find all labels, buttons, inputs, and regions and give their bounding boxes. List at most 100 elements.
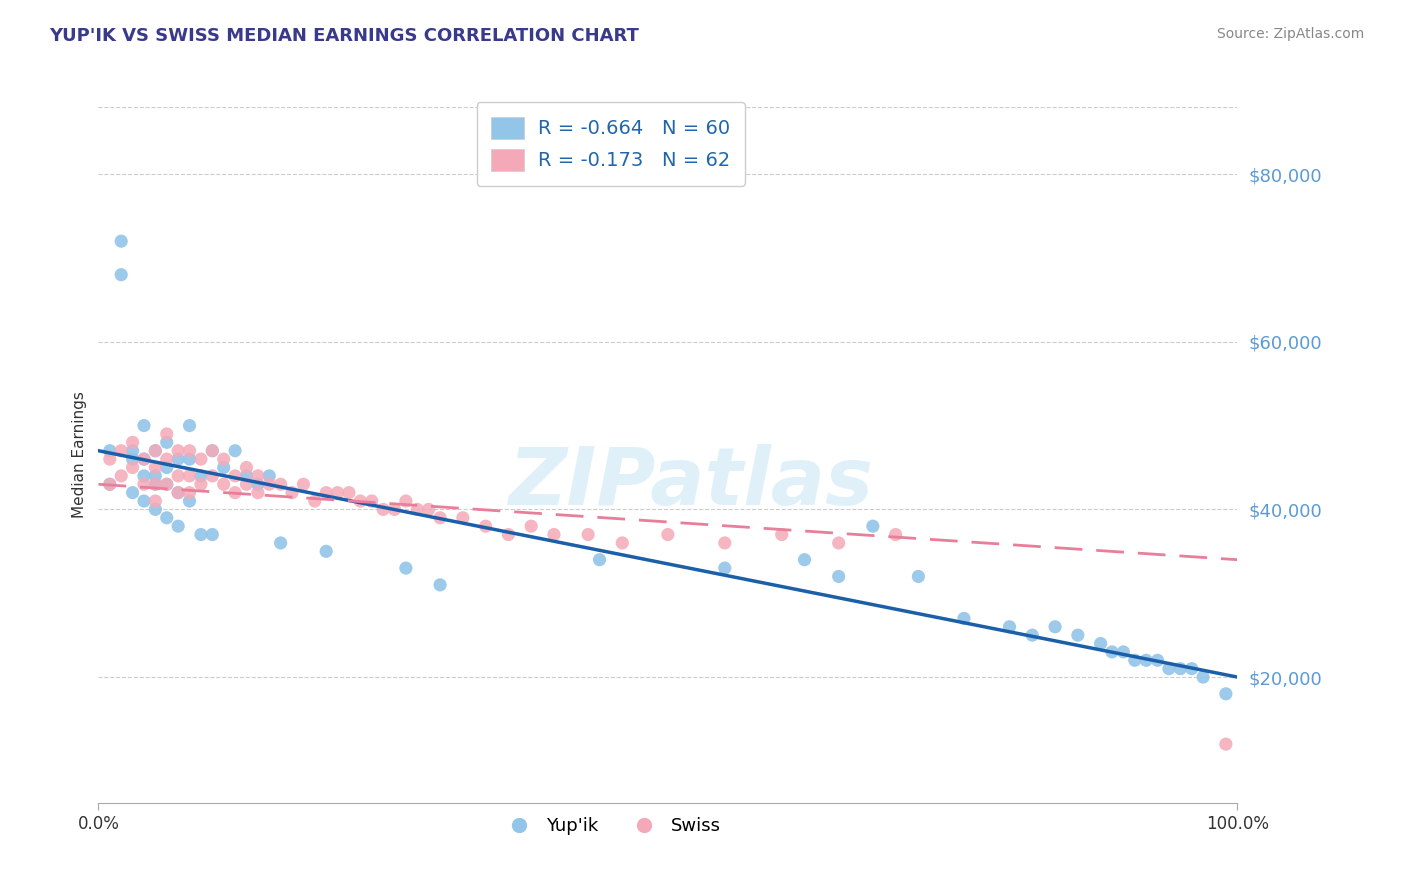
Point — [588, 552, 610, 566]
Y-axis label: Median Earnings: Median Earnings — [72, 392, 87, 518]
Point — [110, 268, 132, 282]
Point — [156, 435, 179, 450]
Point — [224, 443, 246, 458]
Point — [953, 611, 976, 625]
Text: Source: ZipAtlas.com: Source: ZipAtlas.com — [1216, 27, 1364, 41]
Point — [326, 485, 349, 500]
Point — [145, 502, 167, 516]
Point — [110, 468, 132, 483]
Point — [304, 494, 326, 508]
Point — [121, 443, 143, 458]
Point — [1192, 670, 1215, 684]
Point — [98, 443, 121, 458]
Point — [156, 477, 179, 491]
Point — [281, 485, 304, 500]
Point — [1215, 737, 1237, 751]
Point — [224, 485, 246, 500]
Point — [121, 460, 143, 475]
Point — [1112, 645, 1135, 659]
Point — [315, 485, 337, 500]
Point — [201, 527, 224, 541]
Point — [1170, 662, 1192, 676]
Point — [395, 561, 418, 575]
Legend: Yup'ik, Swiss: Yup'ik, Swiss — [494, 810, 728, 842]
Point — [520, 519, 543, 533]
Point — [337, 485, 360, 500]
Point — [167, 485, 190, 500]
Point — [543, 527, 565, 541]
Point — [292, 477, 315, 491]
Point — [167, 468, 190, 483]
Point — [246, 485, 269, 500]
Point — [132, 494, 155, 508]
Point — [156, 427, 179, 442]
Point — [576, 527, 599, 541]
Point — [201, 443, 224, 458]
Point — [156, 510, 179, 524]
Point — [714, 536, 737, 550]
Point — [224, 468, 246, 483]
Point — [1090, 636, 1112, 650]
Point — [190, 468, 212, 483]
Text: YUP'IK VS SWISS MEDIAN EARNINGS CORRELATION CHART: YUP'IK VS SWISS MEDIAN EARNINGS CORRELAT… — [49, 27, 640, 45]
Point — [179, 468, 201, 483]
Point — [451, 510, 474, 524]
Point — [110, 234, 132, 248]
Point — [132, 477, 155, 491]
Point — [246, 477, 269, 491]
Point — [429, 510, 451, 524]
Point — [132, 418, 155, 433]
Point — [212, 460, 235, 475]
Point — [145, 477, 167, 491]
Point — [1101, 645, 1123, 659]
Point — [121, 452, 143, 467]
Point — [167, 519, 190, 533]
Point — [360, 494, 382, 508]
Point — [270, 477, 292, 491]
Point — [156, 477, 179, 491]
Point — [1146, 653, 1168, 667]
Point — [212, 477, 235, 491]
Point — [190, 527, 212, 541]
Point — [1123, 653, 1146, 667]
Point — [349, 494, 371, 508]
Point — [98, 452, 121, 467]
Point — [246, 468, 269, 483]
Point — [1021, 628, 1043, 642]
Point — [201, 468, 224, 483]
Point — [828, 569, 851, 583]
Point — [179, 443, 201, 458]
Point — [998, 620, 1021, 634]
Point — [156, 452, 179, 467]
Point — [498, 527, 520, 541]
Point — [190, 452, 212, 467]
Point — [132, 452, 155, 467]
Point — [1157, 662, 1180, 676]
Point — [156, 460, 179, 475]
Point — [259, 468, 281, 483]
Point — [429, 578, 451, 592]
Point — [1043, 620, 1066, 634]
Point — [235, 477, 257, 491]
Point — [418, 502, 440, 516]
Point — [167, 443, 190, 458]
Point — [474, 519, 496, 533]
Point — [190, 477, 212, 491]
Point — [259, 477, 281, 491]
Point — [1067, 628, 1090, 642]
Point — [145, 460, 167, 475]
Point — [395, 494, 418, 508]
Point — [770, 527, 793, 541]
Point — [384, 502, 406, 516]
Point — [828, 536, 851, 550]
Point — [179, 418, 201, 433]
Point — [98, 477, 121, 491]
Point — [132, 468, 155, 483]
Point — [406, 502, 429, 516]
Point — [98, 477, 121, 491]
Point — [862, 519, 884, 533]
Point — [167, 452, 190, 467]
Point — [1215, 687, 1237, 701]
Point — [371, 502, 394, 516]
Point — [657, 527, 679, 541]
